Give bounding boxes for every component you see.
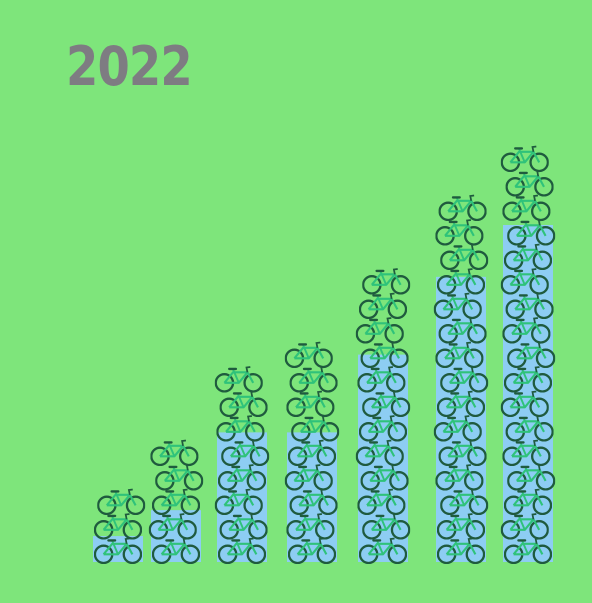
bar-1 (93, 536, 143, 562)
bicycle-icon (505, 169, 554, 197)
bicycle-icon (214, 365, 263, 393)
bicycle-icon (286, 390, 335, 417)
bicycle-icon (438, 194, 487, 221)
bicycle-icon (150, 439, 199, 466)
bicycle-icon (97, 488, 146, 515)
bicycle-icon (500, 145, 549, 172)
bicycle-icon (355, 316, 404, 344)
bicycle-icon (362, 267, 411, 295)
bicycle-icon (440, 243, 489, 270)
bicycle-icon (155, 463, 204, 491)
bicycle-icon (435, 218, 484, 246)
bicycle-icon (219, 390, 268, 417)
bicycle-icon (284, 341, 333, 368)
bicycle-icon (359, 292, 407, 319)
bicycle-icon (289, 365, 338, 393)
bicycle-icon (94, 512, 142, 540)
bicycle-icon (502, 194, 551, 221)
chart-title: 2022 (66, 35, 193, 98)
